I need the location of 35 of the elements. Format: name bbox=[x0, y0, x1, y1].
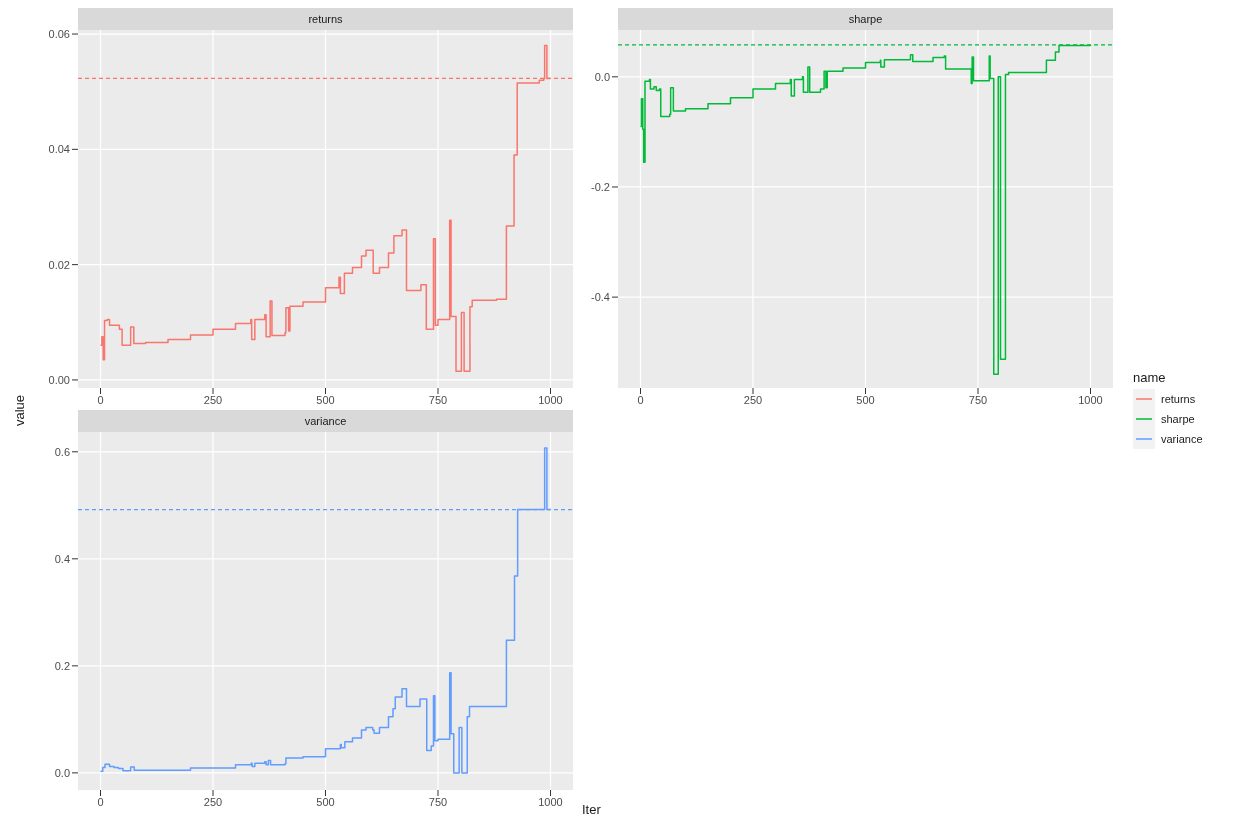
chart-title: sharpe bbox=[618, 8, 1113, 30]
legend-label: variance bbox=[1161, 433, 1203, 445]
y-tick-label: 0.2 bbox=[54, 659, 70, 672]
y-tick-label: 0.0 bbox=[54, 766, 70, 779]
legend-label: sharpe bbox=[1161, 413, 1195, 425]
x-tick-label: 750 bbox=[428, 795, 448, 808]
x-tick-label: 1000 bbox=[1078, 393, 1103, 406]
x-tick-label: 0 bbox=[97, 393, 104, 406]
x-tick-label: 250 bbox=[203, 393, 223, 406]
x-tick-label: 0 bbox=[97, 795, 104, 808]
y-tick-label: 0.00 bbox=[48, 373, 70, 386]
y-tick-label: 0.02 bbox=[48, 258, 70, 271]
y-tick-label: -0.2 bbox=[591, 180, 610, 193]
chart-title: variance bbox=[78, 410, 573, 432]
x-tick-label: 1000 bbox=[538, 393, 563, 406]
y-tick-label: 0.4 bbox=[54, 552, 70, 565]
legend-title: name bbox=[1133, 370, 1167, 385]
y-tick-label: -0.4 bbox=[591, 291, 610, 304]
x-tick-label: 250 bbox=[743, 393, 763, 406]
x-axis-title: Iter bbox=[582, 802, 601, 817]
x-tick-label: 500 bbox=[316, 393, 335, 406]
x-tick-label: 0 bbox=[637, 393, 644, 406]
chart-title: returns bbox=[78, 8, 573, 30]
y-tick-label: 0.06 bbox=[48, 27, 70, 40]
x-tick-label: 500 bbox=[316, 795, 335, 808]
x-tick-label: 250 bbox=[203, 795, 223, 808]
y-tick-label: 0.6 bbox=[54, 445, 70, 458]
legend-label: returns bbox=[1161, 393, 1196, 405]
x-tick-label: 500 bbox=[856, 393, 875, 406]
y-tick-label: 0.04 bbox=[48, 143, 70, 156]
x-tick-label: 750 bbox=[968, 393, 988, 406]
y-axis-title: value bbox=[11, 393, 27, 429]
y-tick-label: 0.0 bbox=[594, 70, 610, 83]
x-tick-label: 750 bbox=[428, 393, 448, 406]
x-tick-label: 1000 bbox=[538, 795, 563, 808]
